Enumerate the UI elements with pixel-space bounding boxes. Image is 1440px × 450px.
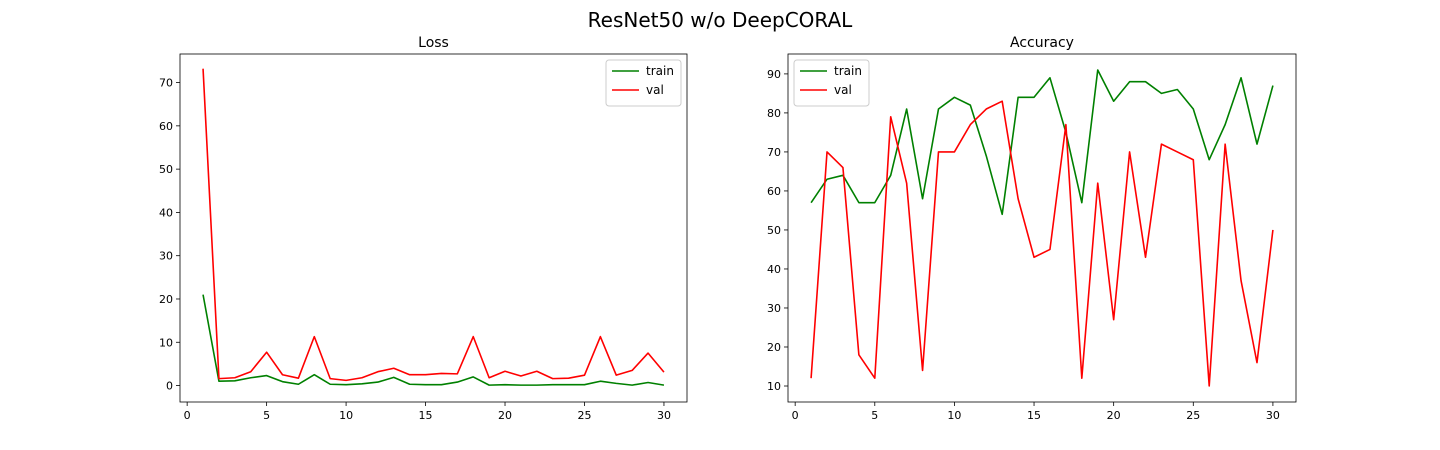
accuracy-axes-frame bbox=[787, 53, 1297, 403]
loss-x-tick-label: 30 bbox=[657, 409, 671, 422]
loss-x-tick-label: 0 bbox=[184, 409, 191, 422]
accuracy-x-tick-label: 15 bbox=[1027, 409, 1041, 422]
accuracy-y-tick-label: 10 bbox=[767, 380, 781, 393]
accuracy-y-tick-label: 40 bbox=[767, 263, 781, 276]
loss-y-tick-label: 70 bbox=[159, 77, 173, 90]
loss-chart: Loss 0 5 10 15 20 25 30 0 10 20 30 40 50 60 70 train val bbox=[159, 35, 688, 422]
loss-series-train-line bbox=[202, 294, 665, 386]
accuracy-legend: train val bbox=[793, 59, 870, 107]
accuracy-x-tick-label: 25 bbox=[1186, 409, 1200, 422]
accuracy-series-val-line bbox=[810, 100, 1274, 387]
accuracy-x-tick-label: 0 bbox=[792, 409, 799, 422]
loss-y-tick-label: 30 bbox=[159, 250, 173, 263]
accuracy-legend-train-label: train bbox=[834, 64, 862, 78]
accuracy-series-train-line bbox=[810, 69, 1274, 216]
accuracy-y-tick-label: 50 bbox=[767, 224, 781, 237]
accuracy-legend-val-label: val bbox=[834, 83, 852, 97]
accuracy-x-tick-label: 5 bbox=[871, 409, 878, 422]
loss-legend: train val bbox=[605, 59, 682, 107]
figure-title: ResNet50 w/o DeepCORAL bbox=[588, 8, 854, 32]
loss-x-tick-label: 5 bbox=[263, 409, 270, 422]
accuracy-y-tick-label: 80 bbox=[767, 107, 781, 120]
accuracy-y-tick-label: 90 bbox=[767, 68, 781, 81]
loss-chart-title: Loss bbox=[418, 35, 449, 51]
loss-x-tick-label: 10 bbox=[339, 409, 353, 422]
loss-series-val-line bbox=[202, 68, 665, 382]
loss-axes-frame bbox=[179, 53, 688, 403]
loss-y-tick-label: 20 bbox=[159, 293, 173, 306]
accuracy-y-tick-label: 20 bbox=[767, 341, 781, 354]
accuracy-x-tick-label: 10 bbox=[947, 409, 961, 422]
loss-x-tick-label: 15 bbox=[419, 409, 433, 422]
accuracy-x-tick-label: 30 bbox=[1266, 409, 1280, 422]
accuracy-y-tick-label: 30 bbox=[767, 302, 781, 315]
accuracy-y-tick-label: 70 bbox=[767, 146, 781, 159]
accuracy-chart-title: Accuracy bbox=[1010, 35, 1074, 51]
accuracy-y-tick-label: 60 bbox=[767, 185, 781, 198]
loss-y-tick-label: 60 bbox=[159, 120, 173, 133]
accuracy-chart: Accuracy 0 5 10 15 20 25 30 10 20 30 40 50 60 70 80 90 tr… bbox=[767, 35, 1297, 422]
loss-legend-train-label: train bbox=[646, 64, 674, 78]
accuracy-x-tick-label: 20 bbox=[1107, 409, 1121, 422]
loss-x-tick-label: 25 bbox=[577, 409, 591, 422]
loss-y-tick-label: 50 bbox=[159, 163, 173, 176]
loss-y-tick-label: 40 bbox=[159, 206, 173, 219]
loss-x-tick-label: 20 bbox=[498, 409, 512, 422]
loss-legend-val-label: val bbox=[646, 83, 664, 97]
loss-y-tick-label: 0 bbox=[166, 380, 173, 393]
loss-y-tick-label: 10 bbox=[159, 336, 173, 349]
